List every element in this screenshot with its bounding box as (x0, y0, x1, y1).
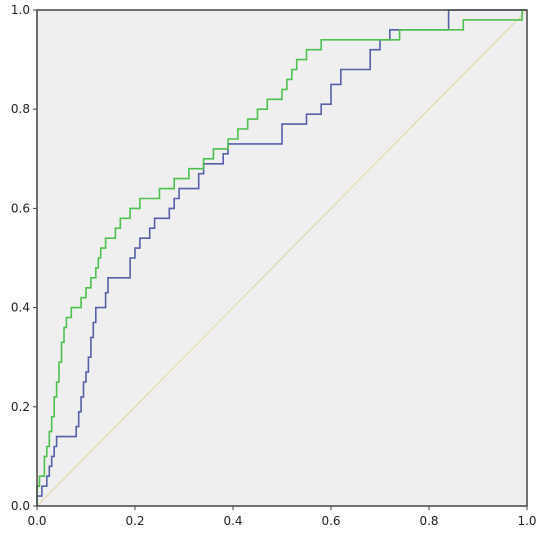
x-tick-label: 0.8 (419, 514, 438, 528)
series-line-1 (36, 9, 527, 506)
x-tick-label: 0.0 (27, 514, 46, 528)
reference-diagonal-line (36, 9, 528, 507)
plot-frame (36, 9, 528, 507)
x-tick-label: 0.4 (223, 514, 242, 528)
y-tick-label: 0.2 (11, 400, 30, 414)
x-tick-label: 1.0 (517, 514, 536, 528)
series-line-2 (36, 9, 527, 506)
x-tick-label: 0.2 (125, 514, 144, 528)
y-tick-label: 0.0 (11, 499, 30, 513)
y-tick-label: 0.8 (11, 102, 30, 116)
y-tick-label: 0.6 (11, 201, 30, 215)
y-tick-label: 0.4 (11, 301, 30, 315)
x-tick-label: 0.6 (321, 514, 340, 528)
y-tick-label: 1.0 (11, 3, 30, 17)
